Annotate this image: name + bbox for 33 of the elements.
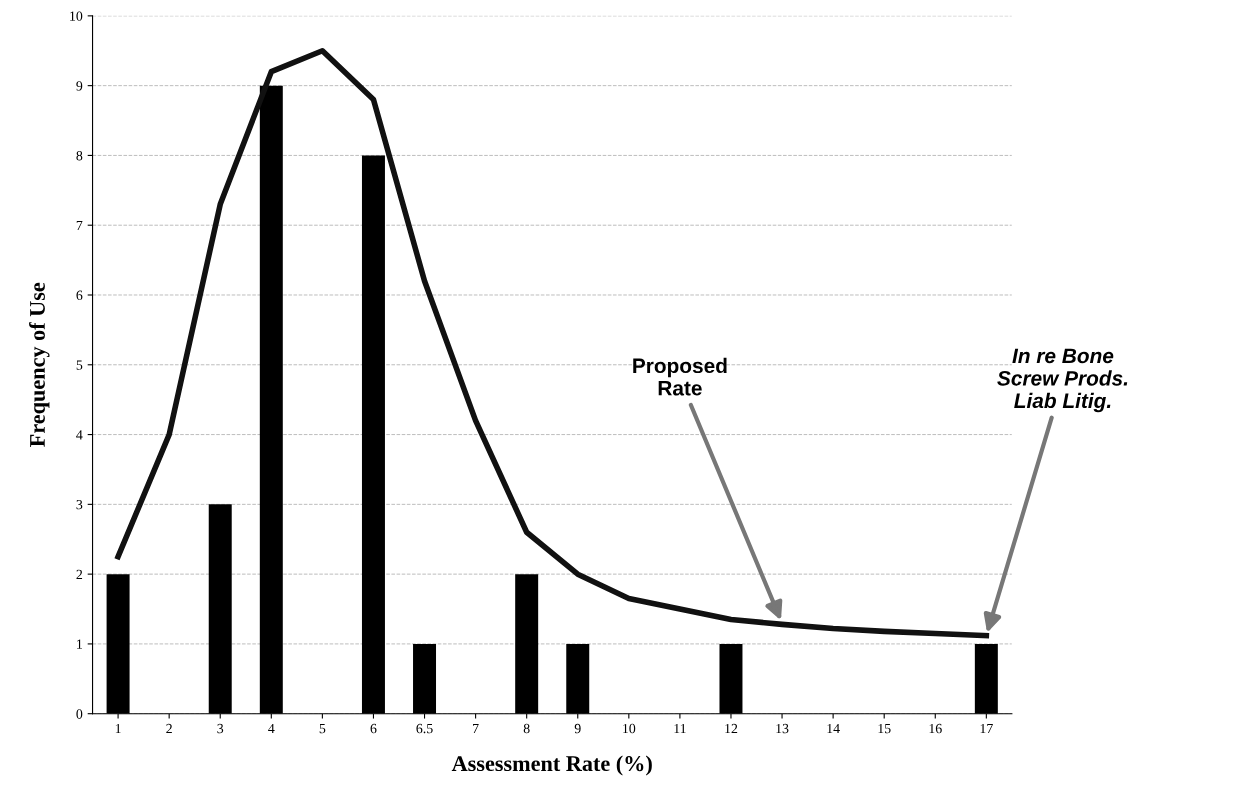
y-tick-label: 7	[76, 220, 83, 231]
x-tick-label: 6	[370, 723, 377, 734]
y-tick-label: 6	[76, 290, 83, 300]
annotation: Proposed Rate	[633, 357, 727, 396]
y-tick-label: 10	[70, 11, 83, 21]
x-tick-label: 5	[319, 723, 326, 734]
x-tick-label: 9	[574, 723, 581, 734]
x-tick-label: 4	[268, 723, 275, 734]
x-tick-label: 8	[523, 723, 530, 734]
x-tick-label: 6.5	[416, 723, 433, 734]
y-axis-title: Frequency of Use	[29, 282, 50, 447]
annotation: In re Bone Screw Prods. Liab Litig.	[997, 348, 1128, 413]
x-tick-label: 11	[674, 723, 686, 734]
x-tick-label: 15	[878, 723, 891, 734]
y-tick-label: 3	[76, 499, 83, 510]
y-tick-label: 2	[76, 569, 83, 579]
y-tick-label: 8	[76, 151, 83, 161]
x-tick-label: 14	[827, 723, 840, 734]
x-tick-label: 17	[980, 723, 993, 734]
y-tick-label: 9	[76, 81, 83, 91]
y-tick-label: 5	[76, 360, 83, 370]
x-tick-label: 3	[217, 723, 224, 734]
x-tick-label: 1	[115, 723, 121, 734]
x-tick-label: 10	[623, 723, 636, 734]
y-tick-label: 0	[76, 709, 83, 719]
x-tick-label: 2	[166, 723, 172, 734]
x-axis-title: Assessment Rate (%)	[451, 755, 652, 776]
x-tick-label: 13	[776, 723, 789, 734]
x-tick-label: 12	[725, 723, 738, 734]
y-tick-label: 4	[76, 430, 83, 440]
x-tick-label: 7	[473, 723, 479, 734]
x-tick-label: 16	[929, 723, 942, 734]
y-tick-label: 1	[77, 639, 82, 649]
